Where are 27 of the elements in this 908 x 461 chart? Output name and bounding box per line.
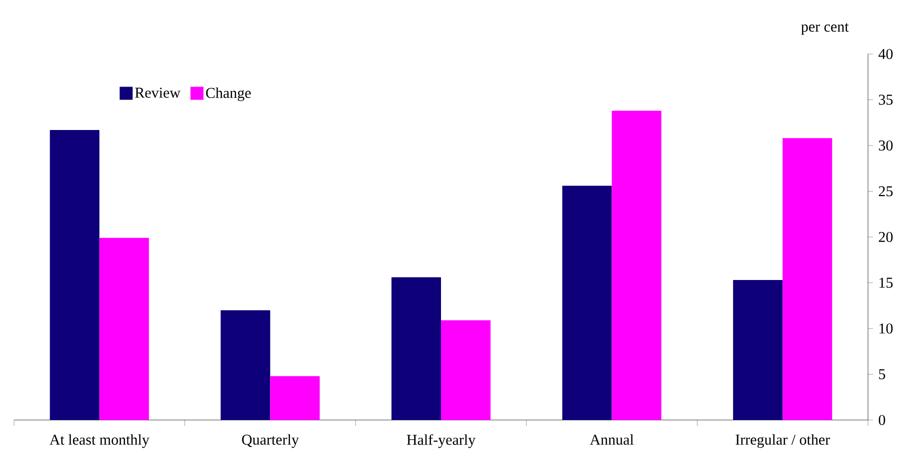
y-tick-label: 15 xyxy=(880,278,893,288)
bar xyxy=(733,280,783,420)
bar xyxy=(441,320,491,420)
y-tick-label: 20 xyxy=(878,232,893,242)
bar xyxy=(562,186,612,420)
legend-label: Review xyxy=(135,88,180,98)
y-tick-label: 25 xyxy=(878,186,893,196)
y-tick-label: 5 xyxy=(879,369,886,380)
x-tick-label: At least monthly xyxy=(50,434,150,448)
y-tick-label: 10 xyxy=(880,323,893,334)
x-tick-label: Annual xyxy=(590,434,634,445)
bar xyxy=(782,138,832,420)
bar xyxy=(391,277,442,420)
legend-label: Change xyxy=(206,87,251,102)
y-axis-title: per cent xyxy=(801,23,849,35)
y-tick-label: 35 xyxy=(878,94,893,105)
bar xyxy=(50,130,100,420)
x-tick-label: Half-yearly xyxy=(406,434,476,448)
bar xyxy=(270,376,320,420)
bar xyxy=(99,238,149,420)
y-tick-label: 0 xyxy=(878,414,886,426)
y-tick-label: 30 xyxy=(878,140,893,151)
bar xyxy=(220,310,270,420)
x-tick-label: Irregular / other xyxy=(736,434,830,448)
x-tick-label: Quarterly xyxy=(242,434,299,448)
y-tick-label: 40 xyxy=(878,48,893,60)
bar xyxy=(612,110,662,420)
